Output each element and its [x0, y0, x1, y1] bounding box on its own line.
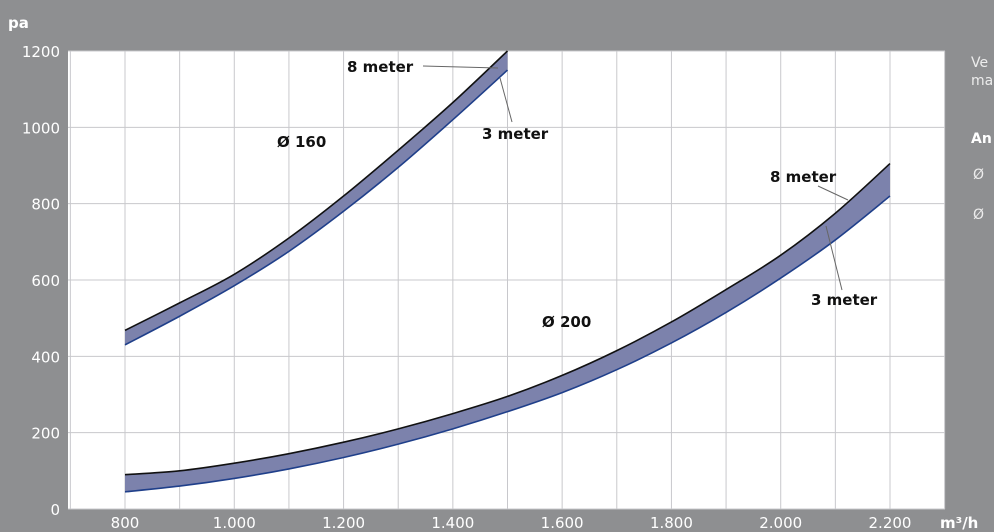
leader-line — [825, 225, 843, 291]
x-tick-label: 1.200 — [322, 514, 365, 532]
leader-line — [817, 185, 849, 201]
annotation-label: 3 meter — [482, 125, 549, 143]
leader-line — [422, 65, 499, 69]
line-3-meter-series-1 — [124, 69, 509, 346]
annotations: Ø 160 8 meter 3 meter Ø 200 8 meter 3 meter — [277, 58, 878, 331]
grid — [68, 50, 946, 510]
curve-bands — [124, 50, 891, 493]
y-axis-unit: pa — [8, 14, 29, 32]
annotation-label: Ø 200 — [542, 313, 591, 331]
annotation-label: 3 meter — [811, 291, 878, 309]
line-8-meter-series-2 — [124, 162, 891, 476]
y-tick-label: 600 — [31, 272, 60, 290]
x-axis-unit: m³/h — [940, 514, 978, 532]
y-tick-label: 1000 — [22, 119, 60, 137]
line-3-meter-series-2 — [124, 195, 891, 493]
side-text-heading: An — [971, 131, 992, 147]
side-text-item-1: Ø — [973, 167, 985, 183]
y-tick-label: 0 — [50, 501, 60, 519]
x-tick-label: 1.600 — [541, 514, 584, 532]
annotation-label: 8 meter — [770, 168, 837, 186]
x-tick-label: 1.400 — [431, 514, 474, 532]
x-tick-label: 1.800 — [650, 514, 693, 532]
x-tick-label: 2.000 — [759, 514, 802, 532]
band-series-1 — [125, 51, 508, 345]
y-tick-label: 800 — [31, 196, 60, 214]
line-8-meter-series-1 — [124, 50, 509, 332]
y-tick-label: 400 — [31, 348, 60, 366]
annotation-label: 8 meter — [347, 58, 414, 76]
annotation-label: Ø 160 — [277, 133, 326, 151]
side-text-line-2: ma — [971, 73, 994, 89]
y-tick-label: 200 — [31, 425, 60, 443]
leader-line — [499, 77, 513, 123]
axis-ticks: 0 200 400 600 800 1000 1200 800 1.000 1.200 1.400 1… — [22, 43, 912, 532]
x-tick-label: 800 — [111, 514, 140, 532]
x-tick-label: 1.000 — [213, 514, 256, 532]
x-tick-label: 2.200 — [869, 514, 912, 532]
y-tick-label: 1200 — [22, 43, 60, 61]
side-text-line-1: Ve — [971, 55, 989, 71]
side-text-item-2: Ø — [973, 207, 985, 223]
